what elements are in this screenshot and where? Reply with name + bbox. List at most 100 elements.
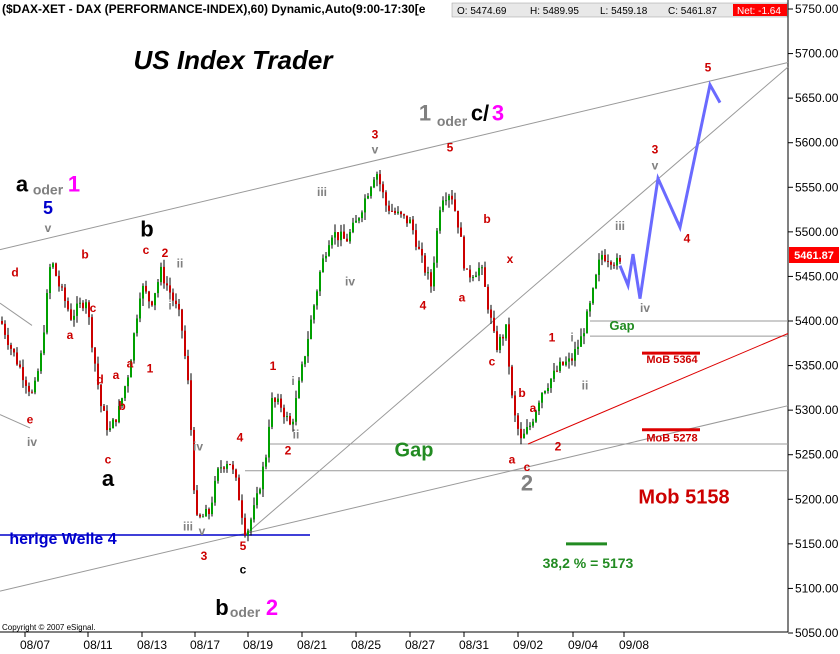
wave-label: a — [459, 290, 466, 304]
projection-path — [618, 80, 722, 299]
wave-label: oder — [33, 181, 64, 197]
chart-annotation: MoB 5364 — [646, 354, 698, 366]
candle-body — [469, 269, 471, 278]
wave-label: d — [11, 265, 18, 279]
x-tick-label: 08/11 — [83, 638, 112, 652]
candle-body — [31, 391, 33, 393]
candle-body — [463, 236, 465, 269]
chart-annotation: MoB 5278 — [646, 432, 697, 444]
candle-body — [478, 267, 480, 276]
candle-body — [442, 200, 444, 211]
candle-body — [388, 205, 390, 211]
candle-body — [535, 411, 537, 422]
candle-body — [73, 315, 75, 320]
candle-body — [568, 358, 570, 362]
wave-label: 4 — [237, 430, 244, 444]
y-tick-label: 5450.00 — [795, 269, 839, 283]
candle-body — [460, 227, 462, 237]
x-tick-label: 08/07 — [20, 638, 50, 652]
candle-body — [337, 232, 339, 241]
wave-label: 2 — [285, 444, 292, 458]
wave-label: v — [199, 524, 206, 538]
candle-body — [175, 300, 177, 305]
candle-body — [457, 210, 459, 228]
candle-body — [40, 353, 42, 372]
candle-body — [562, 361, 564, 365]
last-price-tag — [789, 247, 839, 263]
candle-body — [523, 433, 525, 439]
candle-body — [241, 500, 243, 518]
wave-label: 5 — [240, 539, 247, 553]
candle-body — [379, 174, 381, 185]
wave-label: 1 — [549, 331, 556, 345]
y-tick-label: 5500.00 — [795, 225, 839, 239]
candle-body — [13, 348, 15, 353]
candle-body — [541, 392, 543, 403]
candle-body — [109, 428, 111, 431]
candle-body — [154, 293, 156, 306]
candle-body — [4, 323, 6, 335]
candle-body — [409, 219, 411, 224]
candle-body — [364, 198, 366, 213]
wave-label: ii — [293, 428, 300, 442]
candle-body — [133, 333, 135, 361]
candle-body — [286, 416, 288, 418]
candle-body — [52, 263, 54, 268]
candle-body — [517, 415, 519, 429]
y-tick-label: 5600.00 — [795, 136, 839, 150]
candle-body — [184, 330, 186, 356]
low-value: L: 5459.18 — [600, 6, 648, 17]
wave-label: b — [483, 212, 490, 226]
candle-body — [85, 302, 87, 309]
candle-body — [163, 266, 165, 284]
wave-label: x — [507, 252, 514, 266]
x-tick-label: 08/25 — [351, 638, 381, 652]
candle-body — [211, 502, 213, 515]
candle-body — [589, 303, 591, 312]
candle-body — [616, 257, 618, 266]
candle-body — [19, 364, 21, 368]
candle-body — [217, 468, 219, 481]
candle-body — [448, 195, 450, 201]
candle-body — [532, 421, 534, 426]
wave-label: c — [489, 355, 496, 369]
wave-label: 1 — [270, 359, 277, 373]
wave-label: c — [524, 460, 531, 474]
candle-body — [253, 505, 255, 520]
y-tick-label: 5550.00 — [795, 180, 839, 194]
candle-body — [496, 331, 498, 351]
candle-body — [307, 338, 309, 357]
y-tick-label: 5750.00 — [795, 2, 839, 16]
candle-body — [190, 380, 192, 430]
candle-body — [124, 386, 126, 399]
trendlines — [0, 61, 789, 592]
candle-body — [214, 480, 216, 503]
wave-label: b — [215, 595, 228, 620]
candle-body — [250, 519, 252, 531]
candle-body — [352, 222, 354, 233]
candle-body — [283, 407, 285, 418]
chart-title: US Index Trader — [134, 45, 335, 75]
candle-body — [97, 363, 99, 385]
candle-body — [10, 344, 12, 349]
candle-body — [508, 324, 510, 367]
candle-body — [346, 238, 348, 242]
plot-area — [0, 0, 788, 632]
candle-body — [505, 324, 507, 339]
candle-body — [145, 285, 147, 292]
wave-label: b — [118, 399, 125, 413]
candle-body — [295, 398, 297, 422]
candle-body — [406, 215, 408, 224]
wave-label: iii — [317, 185, 327, 199]
chart-annotation: Mob 5158 — [638, 487, 729, 509]
wave-label: 3 — [652, 142, 659, 156]
candle-body — [394, 210, 396, 214]
candle-body — [313, 305, 315, 320]
candle-body — [574, 349, 576, 361]
wave-label: i — [291, 374, 294, 388]
last-price-value: 5461.87 — [794, 250, 834, 262]
candle-body — [205, 508, 207, 517]
chart-annotation: Gap — [395, 439, 434, 461]
x-tick-label: 08/17 — [190, 638, 220, 652]
wave-label: oder — [437, 113, 468, 129]
